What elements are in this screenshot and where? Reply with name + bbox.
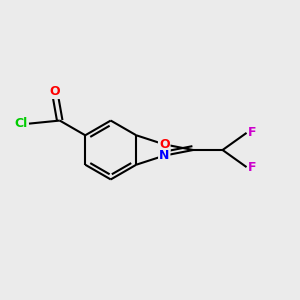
- Text: Cl: Cl: [14, 117, 27, 130]
- Text: F: F: [248, 160, 257, 174]
- Text: F: F: [248, 126, 257, 140]
- Text: N: N: [159, 149, 169, 162]
- Text: O: O: [49, 85, 60, 98]
- Text: O: O: [159, 138, 169, 151]
